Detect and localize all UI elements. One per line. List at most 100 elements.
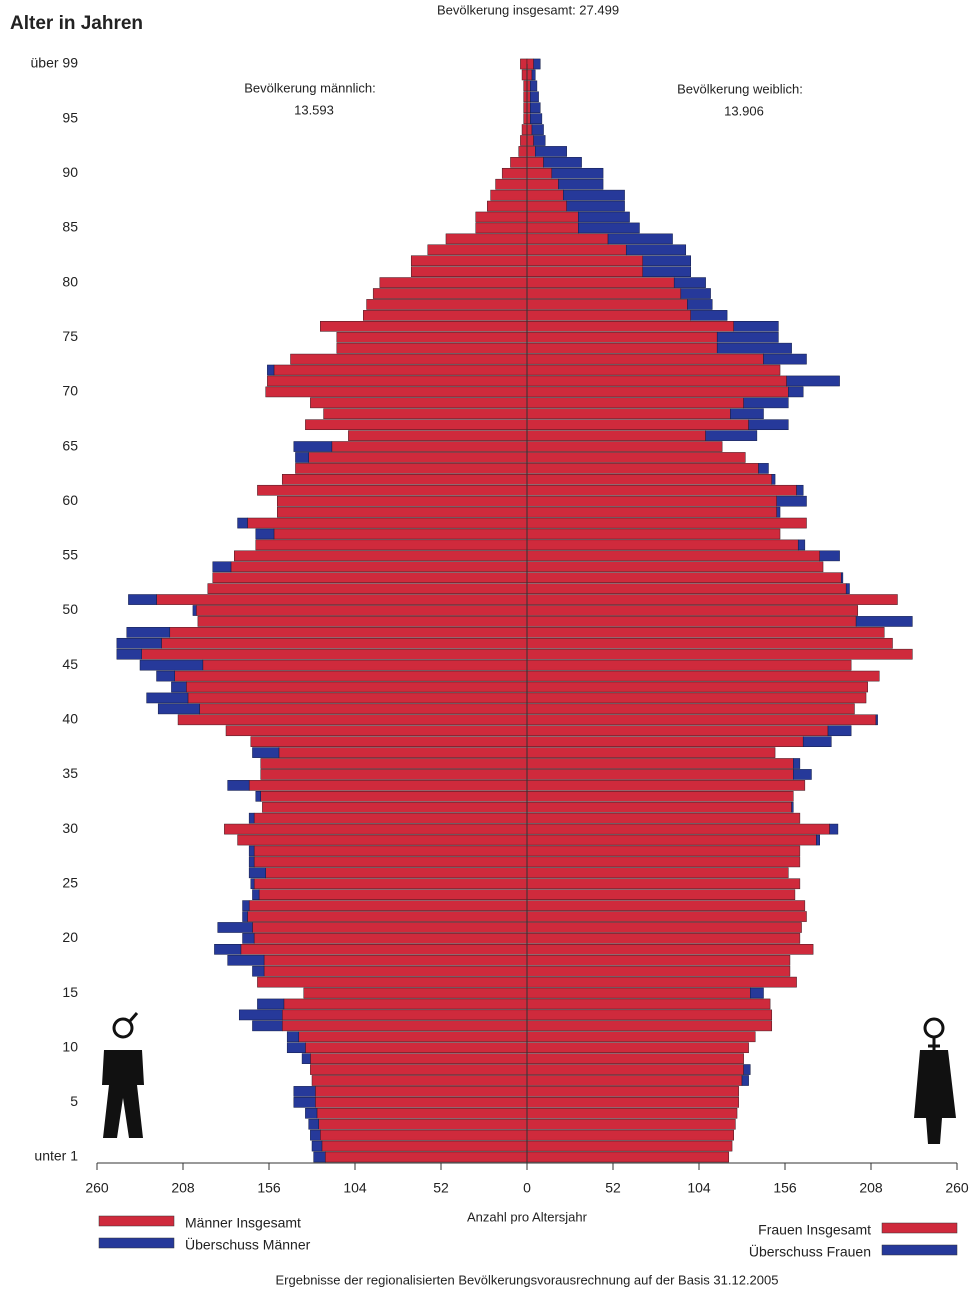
surplus-bar — [819, 550, 840, 562]
y-tick-label: 10 — [62, 1038, 78, 1054]
bar — [277, 506, 528, 518]
surplus-bar — [875, 714, 878, 726]
bar — [199, 703, 528, 715]
bar — [526, 255, 644, 267]
surplus-bar — [558, 178, 604, 190]
bar — [526, 1097, 739, 1108]
bar — [372, 288, 528, 299]
bar — [202, 659, 528, 671]
surplus-bar — [146, 692, 189, 704]
bar — [526, 178, 559, 190]
x-tick-label: 156 — [773, 1180, 797, 1196]
surplus-bar — [743, 1064, 751, 1075]
bar — [526, 397, 744, 409]
y-tick-label: 5 — [70, 1093, 78, 1109]
annotation: 13.593 — [294, 102, 334, 117]
bar — [260, 758, 528, 769]
bar — [526, 1129, 734, 1141]
surplus-bar — [217, 922, 253, 933]
bar — [526, 233, 609, 245]
bar — [310, 1064, 528, 1075]
bar — [526, 834, 817, 846]
bar — [526, 736, 804, 747]
y-tick-label: 60 — [62, 492, 78, 508]
surplus-bar — [741, 1075, 749, 1086]
bar — [526, 758, 794, 769]
bar — [240, 944, 528, 955]
surplus-bar — [252, 1020, 283, 1032]
bar — [526, 911, 807, 922]
bar — [526, 288, 682, 299]
bar — [475, 211, 528, 223]
bar — [526, 441, 723, 452]
bar — [526, 616, 857, 627]
surplus-bar — [248, 867, 266, 879]
surplus-bar — [255, 528, 275, 540]
surplus-bar — [716, 331, 779, 343]
surplus-bar — [248, 812, 255, 824]
surplus-bar — [743, 397, 789, 409]
legend-swatch — [881, 1222, 958, 1234]
bar — [526, 594, 898, 605]
surplus-bar — [286, 1031, 300, 1043]
surplus-bar — [530, 80, 538, 92]
bar — [298, 1031, 528, 1043]
bar — [290, 353, 528, 365]
surplus-bar — [716, 342, 792, 354]
legend-swatch — [98, 1237, 175, 1249]
bar — [273, 528, 528, 540]
bar — [526, 845, 801, 857]
bar — [258, 889, 528, 900]
bar — [526, 867, 789, 879]
bar — [526, 1031, 756, 1043]
bar — [526, 386, 789, 398]
surplus-bar — [786, 375, 840, 387]
surplus-bar — [535, 146, 567, 157]
bar — [156, 594, 528, 605]
bar — [177, 714, 528, 726]
surplus-bar — [214, 944, 242, 955]
surplus-bar — [793, 769, 812, 780]
surplus-bar — [748, 419, 789, 431]
bar — [526, 146, 536, 157]
bar — [526, 1107, 738, 1119]
bar — [295, 463, 528, 474]
bar — [283, 998, 528, 1010]
bar — [260, 769, 528, 780]
surplus-bar — [295, 452, 309, 463]
bar — [526, 364, 781, 376]
bar — [262, 801, 528, 813]
bar — [526, 823, 830, 835]
bar — [273, 364, 528, 376]
surplus-bar — [563, 189, 625, 201]
bar — [526, 277, 675, 288]
x-tick-label: 156 — [257, 1180, 281, 1196]
surplus-bar — [827, 725, 852, 737]
bar — [526, 474, 773, 485]
surplus-bar — [673, 277, 706, 288]
chart-title: Bevölkerung insgesamt: 27.499 — [437, 2, 619, 17]
bar — [224, 823, 528, 835]
bar — [252, 922, 528, 933]
bar — [303, 987, 528, 999]
bar — [526, 321, 734, 332]
bar — [526, 714, 877, 726]
surplus-bar — [248, 845, 255, 857]
surplus-bar — [242, 933, 255, 944]
legend-label: Überschuss Frauen — [749, 1243, 871, 1260]
y-tick-label: 95 — [62, 109, 78, 125]
surplus-bar — [578, 222, 640, 234]
bar — [265, 867, 528, 879]
bar — [526, 550, 820, 562]
bar — [526, 790, 794, 802]
surplus-bar — [733, 321, 779, 332]
y-tick-label: über 99 — [31, 55, 79, 71]
y-tick-label: 70 — [62, 383, 78, 399]
legend-swatch — [98, 1215, 175, 1227]
surplus-bar — [566, 200, 625, 212]
x-axis-label: Anzahl pro Altersjahr — [467, 1209, 588, 1224]
bar — [526, 998, 771, 1010]
bar — [526, 189, 564, 201]
bar — [526, 1042, 749, 1054]
y-tick-label: 90 — [62, 164, 78, 180]
